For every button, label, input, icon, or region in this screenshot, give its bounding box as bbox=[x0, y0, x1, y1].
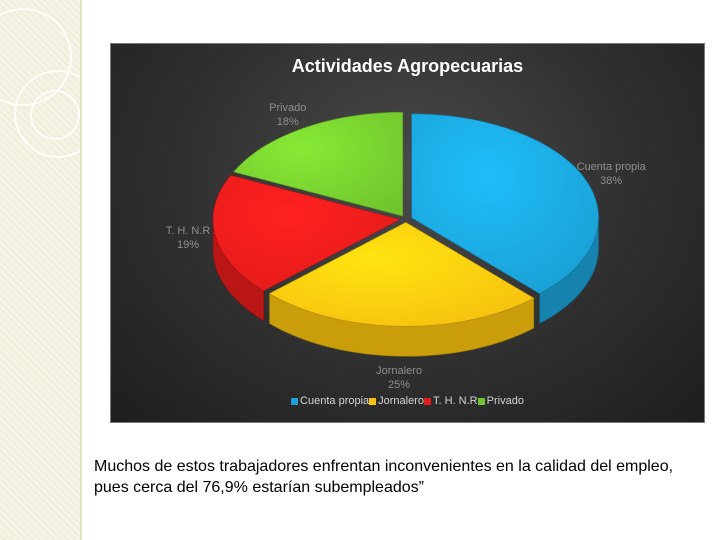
legend-label: Privado bbox=[486, 395, 524, 407]
decorative-side-strip bbox=[0, 0, 102, 540]
data-label-name: Privado bbox=[269, 102, 307, 115]
legend-label: T. H. N.R bbox=[433, 395, 478, 407]
legend-item: Jornalero bbox=[369, 395, 424, 407]
data-label-name: T. H. N.R bbox=[165, 225, 211, 238]
legend-swatch bbox=[477, 397, 485, 405]
data-label: Jornalero 25% bbox=[376, 364, 422, 392]
data-label: Cuenta propia 38% bbox=[577, 160, 646, 188]
data-label-name: Cuenta propia bbox=[576, 160, 646, 173]
data-label: T. H. N.R 19% bbox=[166, 224, 211, 252]
pie-slice-jornalero bbox=[268, 221, 535, 327]
data-label-percent: 19% bbox=[177, 239, 200, 252]
data-label-percent: 38% bbox=[600, 174, 623, 187]
pie-slice-t-h-n-r bbox=[212, 174, 401, 292]
slide-caption: Muchos de estos trabajadores enfrentan i… bbox=[94, 458, 674, 496]
decorative-circle bbox=[30, 90, 80, 140]
legend-swatch bbox=[369, 397, 377, 405]
pie-chart: Actividades Agropecuarias Cuenta propia 3… bbox=[110, 43, 705, 423]
data-label-percent: 18% bbox=[276, 116, 299, 129]
pie-plot bbox=[212, 111, 599, 357]
decorative-divider bbox=[80, 0, 82, 540]
chart-legend: Cuenta propia Jornalero T. H. N.R Privado bbox=[111, 395, 704, 408]
data-label-percent: 25% bbox=[388, 378, 411, 391]
chart-title: Actividades Agropecuarias bbox=[291, 56, 524, 76]
legend-label: Jornalero bbox=[378, 395, 425, 407]
data-label-name: Jornalero bbox=[376, 364, 422, 377]
legend-item: T. H. N.R bbox=[424, 395, 478, 407]
legend-item: Cuenta propia bbox=[291, 395, 369, 407]
legend-label: Cuenta propia bbox=[300, 395, 370, 407]
legend-item: Privado bbox=[477, 395, 524, 407]
legend-swatch bbox=[291, 397, 299, 405]
pie-slice-privado bbox=[233, 111, 404, 217]
data-label: Privado 18% bbox=[269, 101, 306, 129]
legend-swatch bbox=[424, 397, 432, 405]
pie-slice-cuenta-propia bbox=[411, 113, 599, 294]
decorative-circle bbox=[14, 70, 102, 158]
